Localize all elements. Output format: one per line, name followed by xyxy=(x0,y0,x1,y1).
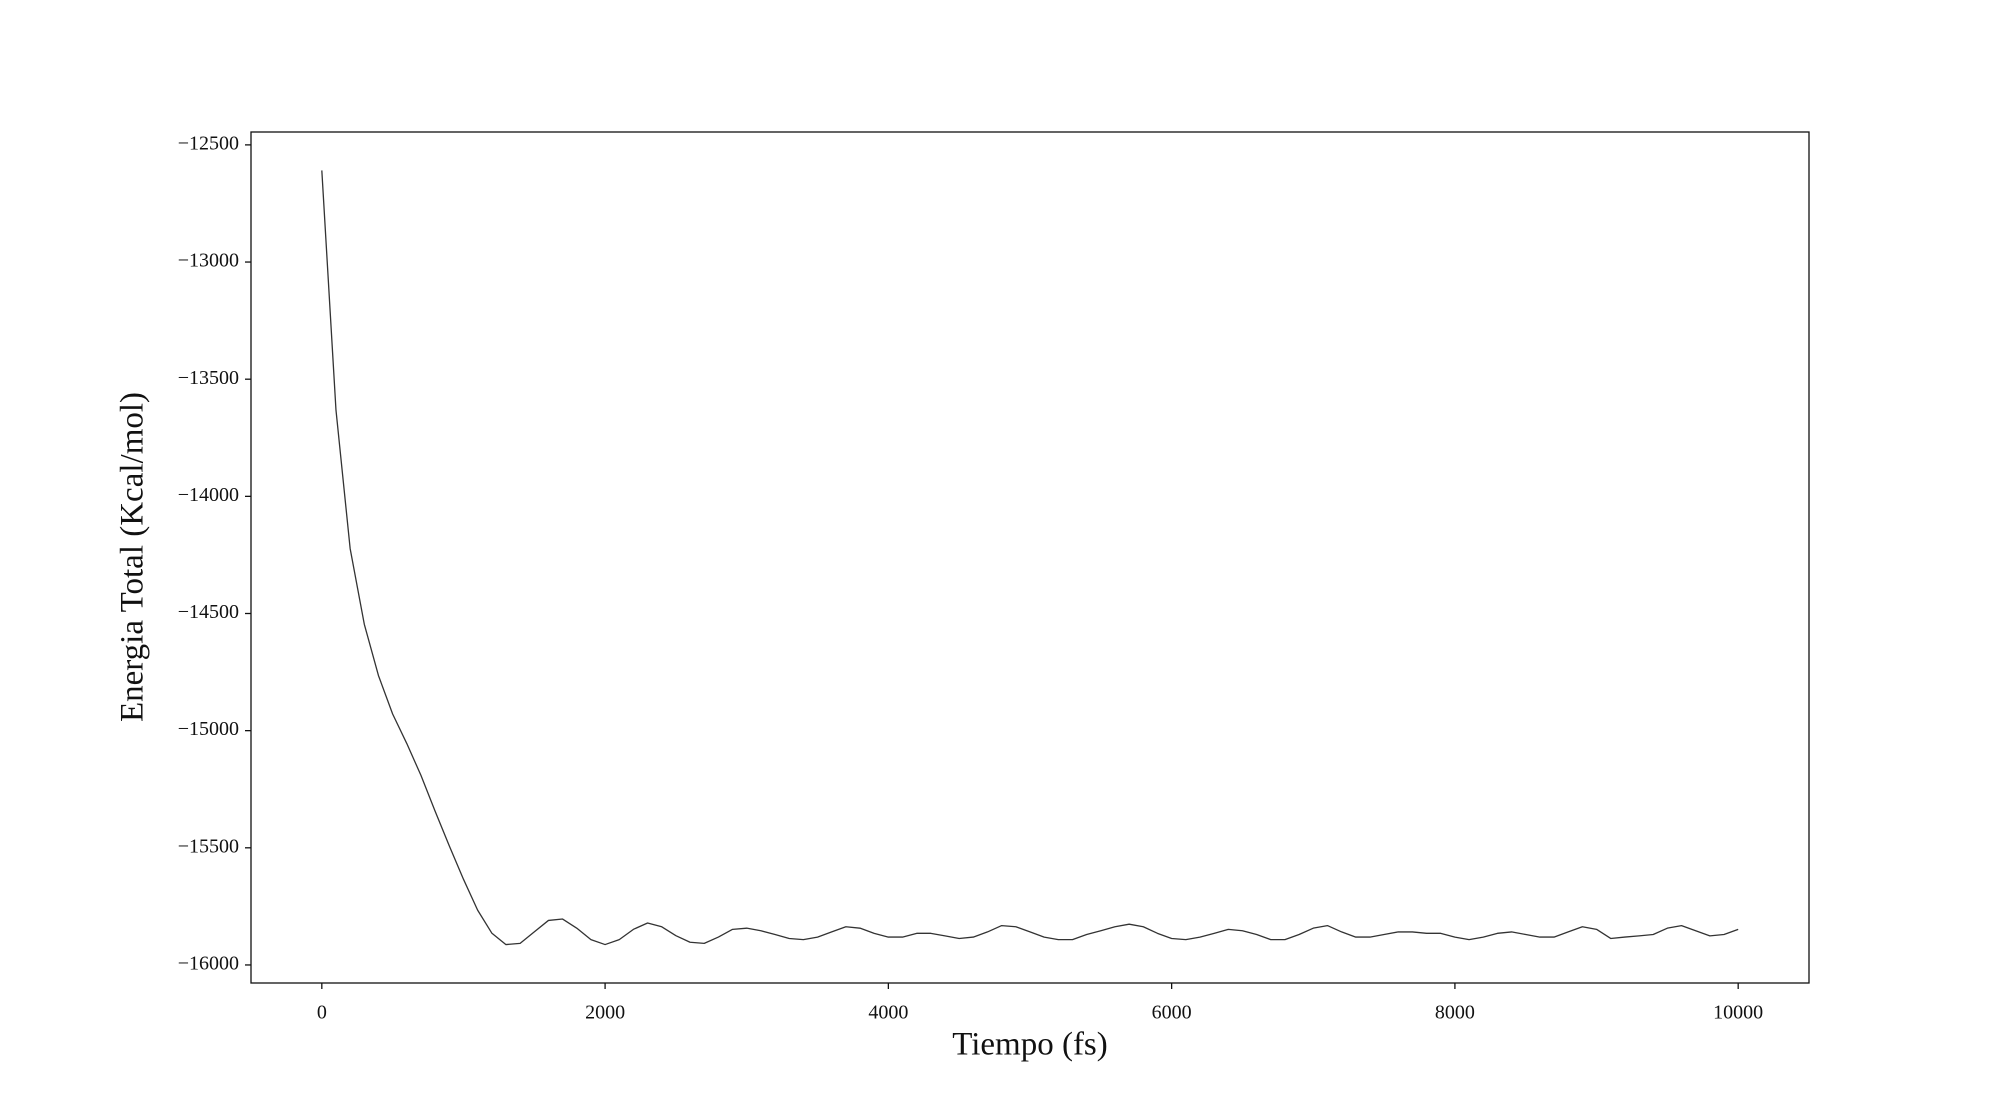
y-tick-label: −16000 xyxy=(178,953,239,975)
y-axis-label: Energia Total (Kcal/mol) xyxy=(115,392,151,722)
x-tick-label: 4000 xyxy=(868,1002,908,1024)
x-tick-label: 10000 xyxy=(1713,1002,1763,1024)
y-tick-label: −15500 xyxy=(178,835,239,857)
y-tick-label: −15000 xyxy=(178,718,239,740)
plot-frame xyxy=(250,131,1810,984)
x-tick-label: 8000 xyxy=(1435,1002,1475,1024)
y-tick-label: −13000 xyxy=(178,250,239,272)
y-tick-label: −14500 xyxy=(178,601,239,623)
x-tick-label: 2000 xyxy=(585,1002,625,1024)
x-axis-label: Tiempo (fs) xyxy=(952,1027,1108,1063)
y-tick-label: −14000 xyxy=(178,484,239,506)
y-tick-label: −12500 xyxy=(178,132,239,154)
x-tick-label: 0 xyxy=(317,1002,327,1024)
y-tick-label: −13500 xyxy=(178,367,239,389)
x-tick-label: 6000 xyxy=(1152,1002,1192,1024)
data-line xyxy=(321,170,1739,946)
